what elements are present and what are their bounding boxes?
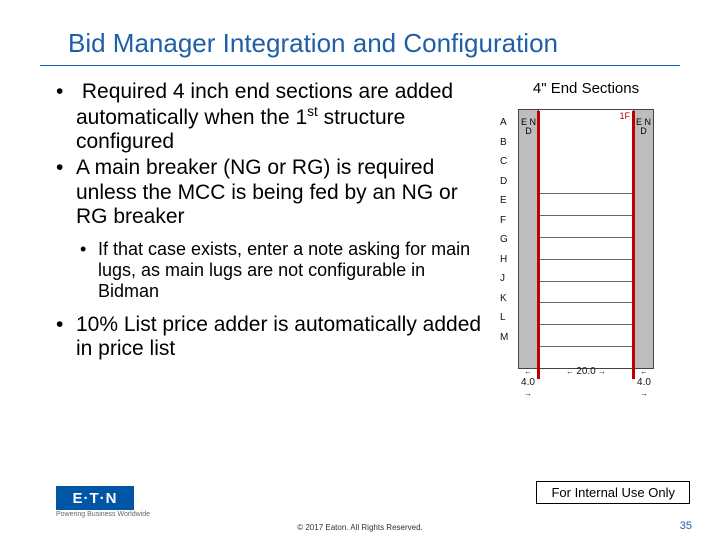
logo: E·T·N Powering Business Worldwide [56, 486, 150, 518]
end-sections-diagram: AB CD EF GH JK LM E N D 1F [496, 103, 676, 403]
center-column: 1F [539, 110, 633, 368]
end-right-label: E N D [634, 110, 653, 136]
cell-row [539, 325, 633, 347]
bullet-1-sup: st [307, 104, 318, 119]
end-section-right: E N D [633, 110, 653, 368]
bullet-2: A main breaker (NG or RG) is required un… [56, 156, 486, 228]
sub-bullet-1: If that case exists, enter a note asking… [80, 239, 486, 303]
cell-row [539, 282, 633, 304]
cell-row [539, 194, 633, 216]
bullet-column: Required 4 inch end sections are added a… [56, 80, 486, 403]
cell-top-label: 1F [619, 111, 630, 121]
end-section-left: E N D [519, 110, 539, 368]
diagram-column: 4" End Sections AB CD EF GH JK LM E N D … [486, 80, 686, 403]
logo-box: E·T·N [56, 486, 134, 510]
dim-right: 4.0 [634, 366, 654, 399]
row-labels-left: AB CD EF GH JK LM [500, 113, 508, 347]
cell-row [539, 303, 633, 325]
end-left-label: E N D [519, 110, 538, 136]
page-title: Bid Manager Integration and Configuratio… [0, 0, 720, 65]
bullet-3: 10% List price adder is automatically ad… [56, 313, 486, 361]
page-number: 35 [680, 520, 692, 532]
diagram-title: 4" End Sections [486, 80, 686, 97]
cell-row [539, 238, 633, 260]
internal-use-box: For Internal Use Only [536, 481, 690, 504]
dimension-row: 4.0 20.0 4.0 [518, 366, 654, 399]
dim-center: 20.0 [538, 366, 634, 399]
dim-left: 4.0 [518, 366, 538, 399]
copyright: © 2017 Eaton. All Rights Reserved. [0, 523, 720, 532]
red-bar-left [537, 111, 540, 379]
red-bar-right [632, 111, 635, 379]
cell-row [539, 347, 633, 368]
cell-row [539, 216, 633, 238]
bullet-1: Required 4 inch end sections are added a… [56, 80, 486, 154]
cell-top: 1F [539, 110, 633, 194]
cell-row [539, 260, 633, 282]
footer: E·T·N Powering Business Worldwide © 2017… [0, 470, 720, 540]
content-area: Required 4 inch end sections are added a… [0, 66, 720, 403]
logo-tagline: Powering Business Worldwide [56, 511, 150, 518]
